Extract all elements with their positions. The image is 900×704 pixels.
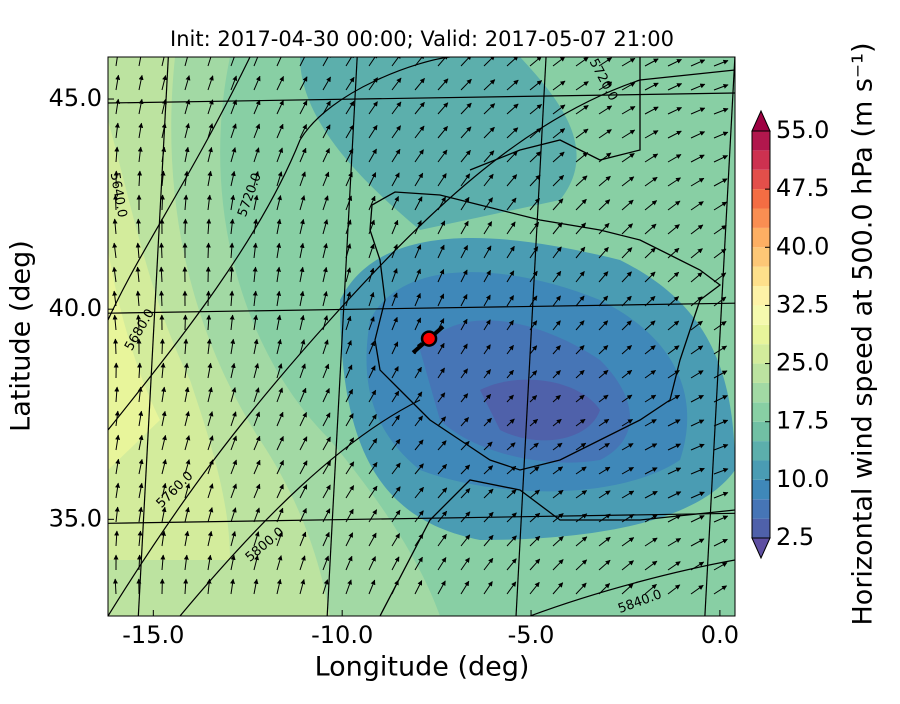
y-tick-label: 40.0 xyxy=(49,294,102,322)
wind-arrow xyxy=(115,339,116,354)
colorbar-extension xyxy=(752,538,770,558)
colorbar-band xyxy=(752,480,770,499)
x-tick-label: -15.0 xyxy=(122,621,184,649)
location-marker xyxy=(422,332,436,346)
colorbar-band xyxy=(752,325,770,344)
colorbar-band xyxy=(752,305,770,324)
y-tick-label: 45.0 xyxy=(49,84,102,112)
y-tick-label: 35.0 xyxy=(49,504,102,532)
colorbar-tick-label: 17.5 xyxy=(776,407,829,435)
colorbar-band xyxy=(752,209,770,228)
colorbar-band xyxy=(752,383,770,402)
colorbar-tick-label: 2.5 xyxy=(776,523,814,551)
colorbar-tick-label: 40.0 xyxy=(776,232,829,260)
wind-arrow xyxy=(208,291,209,306)
colorbar-extension xyxy=(752,111,770,131)
wind-arrow xyxy=(161,243,162,258)
wind-arrow xyxy=(161,291,162,306)
x-tick-label: -10.0 xyxy=(311,621,373,649)
colorbar-tick-label: 47.5 xyxy=(776,174,829,202)
wind-arrow xyxy=(208,243,209,258)
colorbar-band xyxy=(752,286,770,305)
colorbar-tick-label: 25.0 xyxy=(776,349,829,377)
colorbar-tick-label: 10.0 xyxy=(776,465,829,493)
colorbar-band xyxy=(752,189,770,208)
colorbar-band xyxy=(752,441,770,460)
colorbar-tick-label: 55.0 xyxy=(776,116,829,144)
colorbar-band xyxy=(752,247,770,266)
colorbar-band xyxy=(752,519,770,538)
colorbar-band xyxy=(752,170,770,189)
colorbar-band xyxy=(752,460,770,479)
colorbar-band xyxy=(752,402,770,421)
colorbar-band xyxy=(752,344,770,363)
x-tick-label: -5.0 xyxy=(508,621,555,649)
colorbar-band xyxy=(752,267,770,286)
colorbar: 2.5 10.0 17.5 25.0 32.5 40.0 47.5 55.0 xyxy=(752,111,829,558)
colorbar-band xyxy=(752,364,770,383)
colorbar-band xyxy=(752,150,770,169)
colorbar-band xyxy=(752,422,770,441)
wind-arrow xyxy=(162,195,163,210)
y-axis-label: Latitude (deg) xyxy=(6,240,37,432)
colorbar-band xyxy=(752,131,770,150)
colorbar-band xyxy=(752,228,770,247)
chart-title: Init: 2017-04-30 00:00; Valid: 2017-05-0… xyxy=(170,27,674,51)
map-field xyxy=(108,51,735,616)
wind-arrow xyxy=(139,555,140,570)
x-tick-label: 0.0 xyxy=(701,621,739,649)
wind-arrow xyxy=(162,339,163,354)
colorbar-band xyxy=(752,499,770,518)
x-axis-label: Longitude (deg) xyxy=(315,652,530,683)
colorbar-label: Horizontal wind speed at 500.0 hPa (m s⁻… xyxy=(848,42,879,625)
colorbar-tick-label: 32.5 xyxy=(776,290,829,318)
